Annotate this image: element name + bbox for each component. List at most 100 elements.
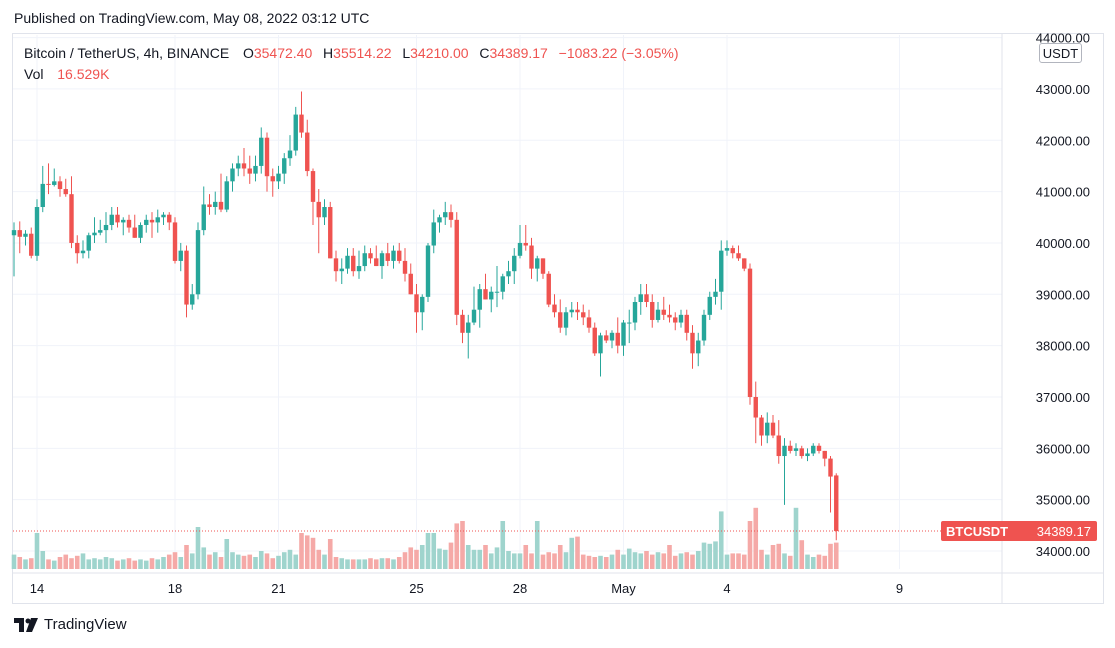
volume-bar	[11, 554, 17, 569]
candle-body	[63, 189, 68, 195]
volume-bar	[103, 557, 109, 569]
volume-bar	[747, 521, 753, 569]
candle-body	[172, 222, 178, 261]
low-value: 34210.00	[410, 45, 469, 61]
candle-body	[742, 258, 747, 269]
volume-bar	[494, 547, 500, 569]
candle-body	[782, 445, 787, 457]
volume-bar	[207, 554, 212, 569]
volume-bar	[437, 548, 442, 569]
volume-bar	[235, 554, 241, 569]
volume-bar	[201, 547, 207, 569]
volume-bar	[224, 539, 230, 569]
candle-body	[719, 250, 724, 292]
volume-bar	[304, 535, 310, 569]
published-caption: Published on TradingView.com, May 08, 20…	[14, 10, 370, 26]
candle-body	[397, 250, 402, 261]
candle-body	[581, 312, 586, 318]
candle-body	[23, 233, 28, 237]
volume-bar	[241, 555, 247, 569]
candle-body	[126, 219, 132, 228]
candle-body	[425, 245, 431, 297]
candle-body	[218, 201, 224, 210]
volume-legend: Vol 16.529K	[24, 66, 109, 82]
volume-bar	[684, 552, 690, 569]
candle-body	[328, 207, 333, 259]
y-tick-label: 40000.00	[1036, 236, 1090, 251]
candle-body	[299, 114, 304, 133]
volume-bar	[172, 552, 178, 569]
tradingview-brand[interactable]: TradingView	[14, 616, 127, 633]
candle-body	[448, 212, 454, 220]
volume-bar	[540, 554, 546, 569]
y-tick-label: 36000.00	[1036, 441, 1090, 456]
high-label: H	[323, 45, 334, 61]
candle-body	[667, 314, 672, 318]
candle-body	[276, 173, 281, 182]
volume-bar	[63, 554, 69, 569]
candle-body	[443, 212, 448, 218]
candle-body	[34, 207, 40, 256]
volume-bar	[695, 551, 701, 569]
candle-body	[109, 214, 114, 225]
volume-bar	[28, 558, 34, 569]
candle-body	[696, 340, 701, 354]
low-label: L	[402, 45, 411, 61]
open-label: O	[242, 45, 254, 61]
candle-body	[149, 219, 155, 223]
volume-bar	[46, 559, 51, 569]
candle-body	[213, 201, 218, 208]
volume-bar	[373, 559, 379, 569]
chart-frame[interactable]	[12, 33, 1104, 604]
candle-body	[420, 296, 425, 313]
price-tag-ticker: BTCUSDT	[946, 524, 1008, 539]
volume-bar	[805, 554, 810, 569]
candle-body	[322, 207, 327, 218]
candle-body	[713, 291, 718, 297]
volume-bar	[264, 553, 270, 569]
volume-bar	[471, 549, 477, 569]
currency-selector[interactable]: USDT	[1039, 43, 1082, 63]
open-value: 35472.40	[253, 45, 313, 61]
candle-body	[190, 294, 195, 305]
candle-body	[236, 163, 241, 169]
candle-body	[46, 183, 51, 185]
x-tick-label: 28	[513, 581, 527, 596]
volume-bar	[718, 511, 724, 569]
candle-body	[466, 322, 471, 333]
volume-bar	[764, 554, 770, 569]
candle-body	[333, 258, 339, 272]
candle-body	[655, 309, 661, 320]
candle-body	[627, 322, 632, 324]
volume-bar	[782, 553, 787, 569]
candle-body	[356, 266, 362, 272]
candle-body	[414, 294, 419, 313]
volume-bar	[644, 551, 649, 569]
volume-bar	[649, 554, 655, 569]
volume-bar	[350, 559, 356, 569]
candle-body	[540, 258, 546, 274]
candle-body	[707, 296, 712, 315]
candle-body	[362, 253, 367, 267]
volume-bar	[69, 558, 74, 569]
x-tick-label: 4	[723, 581, 730, 596]
volume-bar	[86, 559, 92, 569]
volume-bar	[189, 553, 195, 569]
candle-body	[224, 181, 229, 210]
volume-bar	[500, 521, 506, 569]
volume-bar	[161, 557, 166, 569]
volume-bar	[552, 553, 557, 569]
volume-bar	[759, 549, 764, 569]
volume-bar	[776, 543, 782, 569]
volume-bar	[155, 559, 161, 569]
volume-bar	[299, 533, 304, 569]
volume-bar	[465, 545, 471, 569]
candle-body	[523, 242, 528, 246]
candle-body	[621, 322, 626, 346]
x-tick-label: 9	[896, 581, 903, 596]
volume-bar	[178, 557, 184, 569]
volume-bar	[287, 549, 293, 569]
candle-body	[374, 258, 379, 267]
candle-body	[454, 219, 459, 315]
